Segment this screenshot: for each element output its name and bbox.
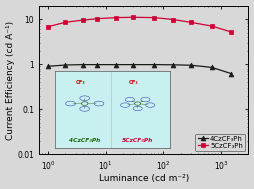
4CzCF₃Ph [153, 64, 156, 66]
5CzCF₃Ph [189, 21, 192, 23]
4CzCF₃Ph [132, 64, 135, 66]
5CzCF₃Ph [172, 18, 175, 21]
5CzCF₃Ph [64, 21, 67, 23]
4CzCF₃Ph [189, 64, 192, 66]
4CzCF₃Ph [172, 64, 175, 66]
5CzCF₃Ph [230, 31, 233, 33]
5CzCF₃Ph [114, 16, 117, 19]
4CzCF₃Ph [211, 66, 214, 69]
4CzCF₃Ph [64, 64, 67, 66]
4CzCF₃Ph [81, 64, 84, 66]
5CzCF₃Ph [211, 25, 214, 27]
Line: 5CzCF₃Ph: 5CzCF₃Ph [45, 15, 233, 34]
4CzCF₃Ph [95, 64, 98, 66]
X-axis label: Luminance (cd m⁻²): Luminance (cd m⁻²) [99, 174, 189, 184]
Y-axis label: Current Efficiency (cd A⁻¹): Current Efficiency (cd A⁻¹) [6, 20, 14, 139]
4CzCF₃Ph [46, 65, 50, 67]
4CzCF₃Ph [230, 72, 233, 75]
5CzCF₃Ph [81, 19, 84, 21]
5CzCF₃Ph [95, 18, 98, 20]
4CzCF₃Ph [114, 64, 117, 66]
5CzCF₃Ph [153, 16, 156, 19]
5CzCF₃Ph [46, 26, 50, 28]
Line: 4CzCF₃Ph: 4CzCF₃Ph [45, 62, 233, 76]
Legend: 4CzCF₃Ph, 5CzCF₃Ph: 4CzCF₃Ph, 5CzCF₃Ph [195, 134, 245, 151]
5CzCF₃Ph [132, 16, 135, 18]
